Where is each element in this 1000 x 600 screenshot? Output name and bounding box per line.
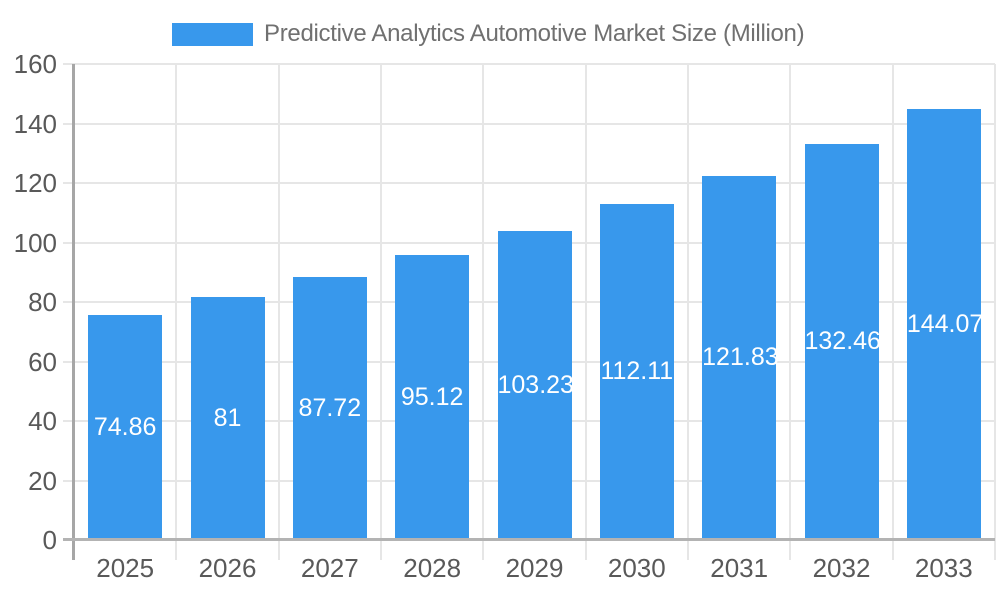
- x-gridline: [175, 64, 178, 560]
- x-tick-label: 2029: [505, 553, 564, 583]
- bar-2025: 74.86: [88, 315, 163, 538]
- x-tick-label: 2025: [96, 553, 155, 583]
- x-tick-label: 2028: [403, 553, 462, 583]
- y-tick-label: 140: [13, 108, 57, 139]
- x-tick-label: 2026: [198, 553, 257, 583]
- bar-value-label: 121.83: [702, 343, 779, 371]
- x-gridline: [687, 64, 689, 560]
- y-tick-label: 20: [28, 465, 57, 496]
- bar-value-label: 144.07: [906, 309, 984, 338]
- y-gridline: [63, 122, 995, 125]
- bar-value-label: 87.72: [298, 393, 362, 422]
- bar-2031: 121.83: [702, 176, 779, 538]
- x-gridline: [584, 64, 587, 560]
- y-gridline: [63, 63, 995, 65]
- y-gridline: [63, 182, 995, 184]
- x-tick-label: 2030: [607, 553, 666, 583]
- y-tick-label: 0: [42, 525, 57, 555]
- legend-swatch: [172, 22, 253, 46]
- x-gridline: [994, 64, 996, 560]
- x-gridline: [891, 64, 894, 560]
- bar-value-label: 112.11: [600, 357, 674, 385]
- y-tick-label: 80: [28, 287, 57, 317]
- bar-value-label: 103.23: [497, 370, 574, 399]
- x-tick-label: 2027: [300, 553, 359, 583]
- x-gridline: [789, 64, 792, 560]
- x-gridline: [277, 64, 280, 560]
- y-tick-label: 40: [28, 406, 57, 436]
- bar-value-label: 132.46: [804, 327, 881, 355]
- x-tick-label: 2033: [914, 553, 973, 583]
- y-axis-line: [72, 64, 75, 560]
- y-tick-label: 60: [28, 346, 57, 377]
- chart-title: Predictive Analytics Automotive Market S…: [264, 20, 805, 47]
- y-tick-label: 100: [13, 227, 57, 258]
- bar-2028: 95.12: [395, 255, 470, 538]
- bar-value-label: 74.86: [93, 412, 157, 441]
- plot-area: 74.86 81 87.72 95.12 103.23 112.11 121.83 132.4…: [63, 63, 996, 560]
- x-gridline: [380, 64, 382, 560]
- bar-2033: 144.07: [906, 109, 984, 538]
- bar-2030: 112.11: [599, 204, 674, 538]
- bar-2032: 132.46: [804, 144, 881, 538]
- x-tick-label: 2031: [710, 553, 769, 583]
- bar-2027: 87.72: [292, 277, 367, 538]
- x-gridline: [482, 64, 485, 560]
- bar-value-label: 95.12: [400, 382, 464, 411]
- y-tick-label: 120: [13, 168, 57, 198]
- x-tick-label: 2032: [812, 553, 871, 583]
- chart-legend: Predictive Analytics Automotive Market S…: [172, 20, 805, 48]
- y-tick-label: 160: [13, 49, 57, 79]
- x-axis-line: [63, 538, 995, 541]
- bar-value-label: 81: [213, 403, 242, 432]
- bar-2029: 103.23: [497, 231, 574, 538]
- bar-2026: 81: [190, 297, 265, 538]
